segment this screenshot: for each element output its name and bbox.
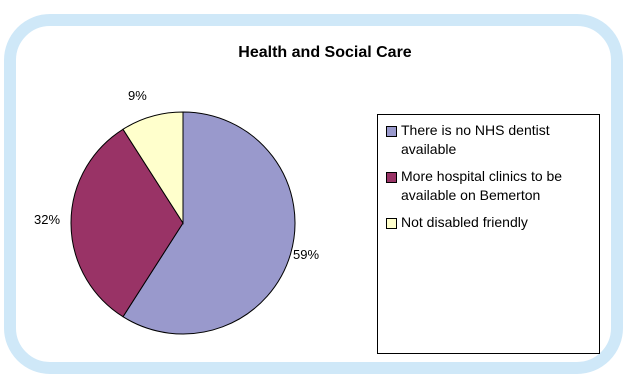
pct-label-no-nhs-dentist: 59% — [293, 247, 320, 262]
pct-label-hospital-clinics: 32% — [34, 212, 61, 227]
legend: There is no NHS dentist available More h… — [377, 114, 600, 354]
legend-swatch-hospital-clinics — [386, 172, 397, 183]
legend-item-hospital-clinics: More hospital clinics to be available on… — [386, 167, 593, 205]
legend-item-no-nhs-dentist: There is no NHS dentist available — [386, 121, 593, 159]
legend-label-hospital-clinics: More hospital clinics to be available on… — [401, 168, 563, 203]
pie-slice-no-nhs-dentist — [122, 111, 296, 335]
pie-slice-not-disabled-friendly — [122, 111, 184, 225]
legend-label-no-nhs-dentist: There is no NHS dentist available — [401, 122, 550, 157]
legend-swatch-not-disabled-friendly — [386, 218, 397, 229]
legend-swatch-no-nhs-dentist — [386, 126, 397, 137]
pct-label-not-disabled-friendly: 9% — [128, 88, 147, 103]
legend-item-not-disabled-friendly: Not disabled friendly — [386, 213, 593, 232]
chart-title: Health and Social Care — [238, 44, 412, 61]
pie-slice-hospital-clinics — [70, 128, 184, 318]
legend-label-not-disabled-friendly: Not disabled friendly — [401, 214, 528, 230]
